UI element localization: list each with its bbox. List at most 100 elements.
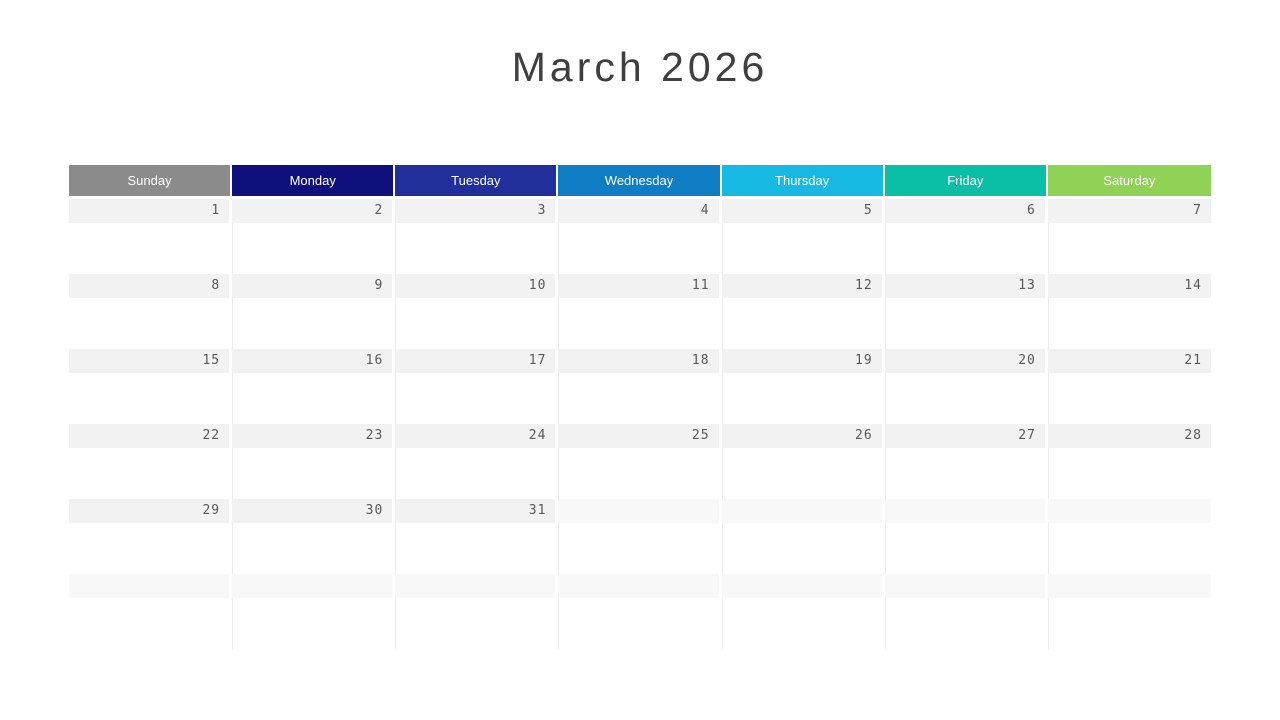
day-cell-2: 2 — [232, 199, 396, 223]
week-3-date-strip: 15 16 17 18 19 20 21 — [69, 349, 1211, 373]
day-cell-7: 7 — [1047, 199, 1211, 223]
day-cell-23: 23 — [232, 424, 396, 448]
day-content-13 — [884, 298, 1048, 349]
day-content-23 — [232, 448, 396, 499]
day-cell-11: 11 — [558, 274, 722, 298]
day-content-20 — [884, 373, 1048, 424]
week-1-content-row — [69, 223, 1211, 274]
day-header-thursday: Thursday — [721, 165, 885, 196]
day-cell-3: 3 — [395, 199, 559, 223]
day-content-24 — [395, 448, 559, 499]
day-cell-22: 22 — [69, 424, 233, 448]
day-content-27 — [884, 448, 1048, 499]
calendar-body: 1 2 3 4 5 6 7 8 9 10 11 12 13 14 15 16 17 18 19 20 21 22 23 24 2… — [69, 199, 1211, 649]
page-title: March 2026 — [511, 44, 769, 90]
day-cell-13: 13 — [884, 274, 1048, 298]
day-header-monday: Monday — [232, 165, 396, 196]
day-header-saturday: Saturday — [1047, 165, 1211, 196]
day-content-empty — [395, 598, 559, 649]
day-content-6 — [884, 223, 1048, 274]
day-content-29 — [69, 523, 233, 574]
day-cell-empty — [884, 574, 1048, 598]
day-cell-14: 14 — [1047, 274, 1211, 298]
day-content-15 — [69, 373, 233, 424]
day-content-16 — [232, 373, 396, 424]
week-6-date-strip — [69, 574, 1211, 598]
day-cell-26: 26 — [721, 424, 885, 448]
day-cell-5: 5 — [721, 199, 885, 223]
day-cell-29: 29 — [69, 499, 233, 523]
day-header-sunday: Sunday — [69, 165, 233, 196]
day-content-empty — [558, 523, 722, 574]
day-content-21 — [1047, 373, 1211, 424]
day-cell-9: 9 — [232, 274, 396, 298]
day-cell-18: 18 — [558, 349, 722, 373]
day-content-12 — [721, 298, 885, 349]
week-5-content-row — [69, 523, 1211, 574]
day-content-31 — [395, 523, 559, 574]
day-content-14 — [1047, 298, 1211, 349]
day-content-10 — [395, 298, 559, 349]
day-content-empty — [884, 523, 1048, 574]
day-content-2 — [232, 223, 396, 274]
day-cell-17: 17 — [395, 349, 559, 373]
day-cell-empty — [884, 499, 1048, 523]
day-cell-20: 20 — [884, 349, 1048, 373]
day-cell-12: 12 — [721, 274, 885, 298]
day-content-19 — [721, 373, 885, 424]
day-content-25 — [558, 448, 722, 499]
day-cell-empty — [721, 574, 885, 598]
day-content-18 — [558, 373, 722, 424]
day-cell-16: 16 — [232, 349, 396, 373]
day-content-9 — [232, 298, 396, 349]
day-cell-27: 27 — [884, 424, 1048, 448]
day-content-26 — [721, 448, 885, 499]
day-cell-empty — [721, 499, 885, 523]
day-cell-8: 8 — [69, 274, 233, 298]
day-cell-21: 21 — [1047, 349, 1211, 373]
day-content-7 — [1047, 223, 1211, 274]
week-5-date-strip: 29 30 31 — [69, 499, 1211, 523]
day-content-3 — [395, 223, 559, 274]
day-header-row: Sunday Monday Tuesday Wednesday Thursday Frid… — [69, 165, 1211, 196]
day-cell-empty — [558, 574, 722, 598]
week-2-content-row — [69, 298, 1211, 349]
day-content-22 — [69, 448, 233, 499]
week-3-content-row — [69, 373, 1211, 424]
day-cell-empty — [232, 574, 396, 598]
day-cell-31: 31 — [395, 499, 559, 523]
day-content-empty — [69, 598, 233, 649]
day-content-empty — [558, 598, 722, 649]
day-cell-24: 24 — [395, 424, 559, 448]
day-cell-empty — [1047, 574, 1211, 598]
week-4-date-strip: 22 23 24 25 26 27 28 — [69, 424, 1211, 448]
day-cell-4: 4 — [558, 199, 722, 223]
day-content-empty — [721, 523, 885, 574]
day-content-empty — [232, 598, 396, 649]
day-content-empty — [1047, 523, 1211, 574]
day-header-tuesday: Tuesday — [395, 165, 559, 196]
day-header-wednesday: Wednesday — [558, 165, 722, 196]
day-content-5 — [721, 223, 885, 274]
day-cell-25: 25 — [558, 424, 722, 448]
day-content-empty — [1047, 598, 1211, 649]
day-content-1 — [69, 223, 233, 274]
day-content-4 — [558, 223, 722, 274]
day-content-11 — [558, 298, 722, 349]
day-cell-empty — [69, 574, 233, 598]
day-cell-1: 1 — [69, 199, 233, 223]
day-content-empty — [884, 598, 1048, 649]
day-cell-10: 10 — [395, 274, 559, 298]
week-4-content-row — [69, 448, 1211, 499]
day-content-empty — [721, 598, 885, 649]
day-content-8 — [69, 298, 233, 349]
day-content-28 — [1047, 448, 1211, 499]
day-cell-empty — [395, 574, 559, 598]
week-6-content-row — [69, 598, 1211, 649]
day-cell-19: 19 — [721, 349, 885, 373]
day-header-friday: Friday — [884, 165, 1048, 196]
day-cell-15: 15 — [69, 349, 233, 373]
day-cell-empty — [558, 499, 722, 523]
day-cell-empty — [1047, 499, 1211, 523]
week-2-date-strip: 8 9 10 11 12 13 14 — [69, 274, 1211, 298]
